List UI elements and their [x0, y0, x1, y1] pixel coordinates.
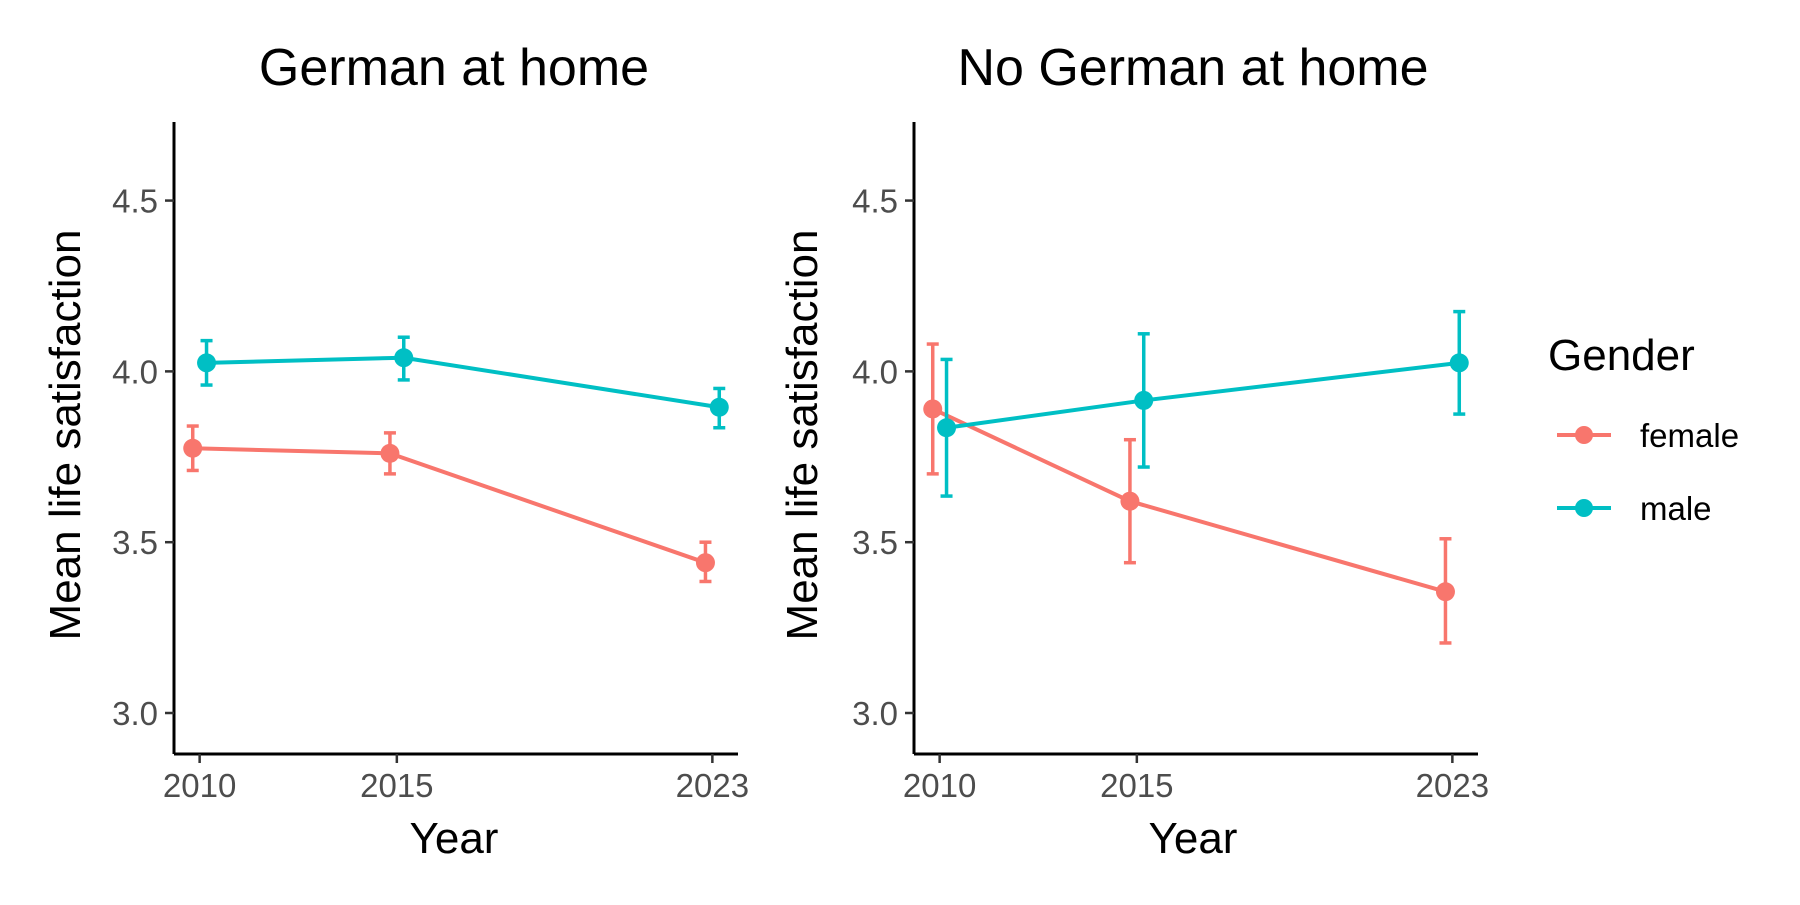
series-line [206, 355, 720, 410]
series-female [183, 424, 715, 584]
data-point [1120, 491, 1140, 511]
x-tick-labels: 2010 2015 2023 [903, 767, 1489, 804]
y-tick-labels: 3.0 3.5 4.0 4.5 [852, 183, 898, 732]
plot-marks [905, 122, 1478, 763]
y-tick-label: 4.0 [852, 353, 898, 390]
data-point [1449, 353, 1469, 373]
data-point [197, 353, 217, 373]
data-point [1435, 582, 1455, 602]
y-tick-label: 3.0 [852, 695, 898, 732]
legend-item-male: male [1557, 490, 1712, 527]
y-tick-label: 3.5 [852, 524, 898, 561]
legend-title: Gender [1548, 331, 1695, 380]
series-male [197, 335, 729, 430]
y-tick-label: 4.0 [112, 353, 158, 390]
series-line [192, 446, 707, 565]
x-tick-label: 2023 [1416, 767, 1489, 804]
legend-item-female: female [1557, 417, 1739, 454]
data-point [183, 438, 203, 458]
x-tick-label: 2010 [903, 767, 976, 804]
series-line [946, 360, 1460, 430]
data-point [695, 553, 715, 573]
y-tick-label: 4.5 [112, 183, 158, 220]
y-tick-labels: 3.0 3.5 4.0 4.5 [112, 183, 158, 732]
y-axis-title: Mean life satisfaction [41, 230, 90, 641]
x-tick-label: 2015 [1100, 767, 1173, 804]
series-male [937, 309, 1469, 498]
legend-label: male [1640, 490, 1712, 527]
data-point [937, 418, 957, 438]
panel-no-german-at-home: No German at home Mean life satisfaction… [778, 39, 1489, 863]
series-female [923, 342, 1455, 645]
legend-key-point [1575, 499, 1593, 517]
y-tick-label: 3.0 [112, 695, 158, 732]
x-tick-label: 2015 [360, 767, 433, 804]
legend-label: female [1640, 417, 1739, 454]
x-tick-label: 2023 [676, 767, 749, 804]
data-point [394, 348, 414, 368]
panel-german-at-home: German at home Mean life satisfaction Ye… [41, 39, 749, 863]
x-tick-labels: 2010 2015 2023 [163, 767, 749, 804]
panel-title: German at home [259, 39, 649, 97]
plot-marks [165, 122, 738, 763]
x-axis-title: Year [1149, 814, 1238, 863]
legend-key-point [1575, 426, 1593, 444]
x-tick-label: 2010 [163, 767, 236, 804]
panel-title: No German at home [957, 39, 1428, 97]
data-point [923, 399, 943, 419]
y-axis-title: Mean life satisfaction [778, 230, 827, 641]
data-point [1134, 390, 1154, 410]
data-point [709, 397, 729, 417]
x-axis-title: Year [410, 814, 499, 863]
y-tick-label: 3.5 [112, 524, 158, 561]
y-tick-label: 4.5 [852, 183, 898, 220]
data-point [380, 443, 400, 463]
legend: Gender female male [1548, 331, 1739, 527]
series-line [931, 407, 1447, 594]
